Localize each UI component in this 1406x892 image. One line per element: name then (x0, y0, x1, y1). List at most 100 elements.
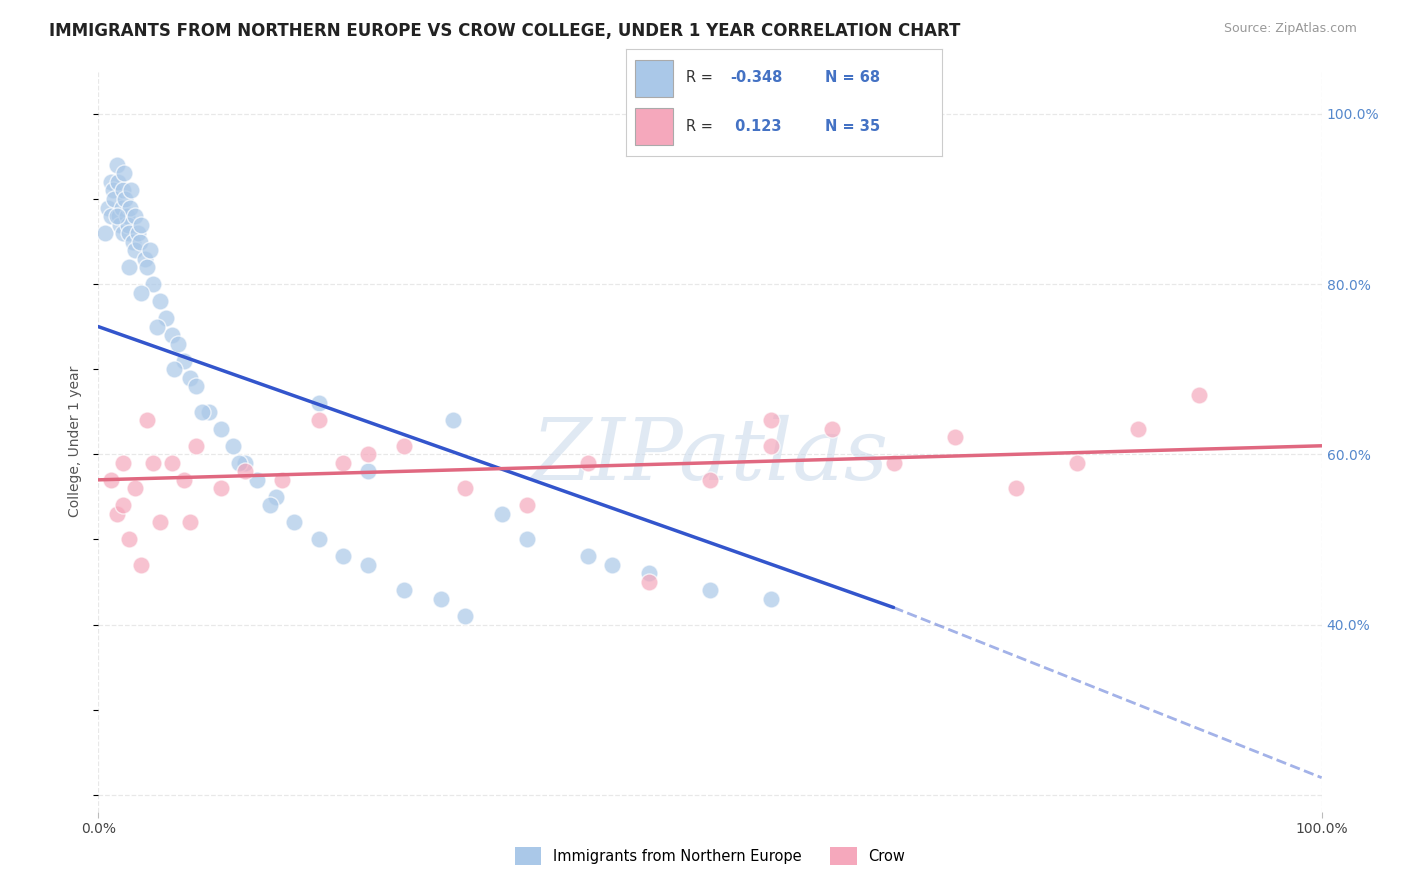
Point (356, 464, 378, 478)
Point (308, 533, 330, 547)
Point (197, 405, 219, 419)
Point (118, 260, 141, 274)
Point (821, 422, 844, 436)
Point (142, 277, 165, 292)
Point (576, 549, 599, 564)
Point (600, 558, 623, 572)
Point (191, 405, 214, 419)
Point (100, 209, 122, 223)
Point (111, 456, 134, 470)
Text: Source: ZipAtlas.com: Source: ZipAtlas.com (1223, 22, 1357, 36)
Point (491, 507, 513, 521)
Point (146, 319, 169, 334)
Point (112, 166, 135, 180)
Point (103, 192, 125, 206)
Point (124, 243, 146, 257)
Point (186, 439, 208, 453)
Text: N = 68: N = 68 (825, 70, 880, 86)
Point (516, 533, 538, 547)
Point (129, 285, 152, 300)
Point (761, 413, 783, 427)
Point (118, 226, 141, 240)
Text: ZIPatlas: ZIPatlas (531, 415, 889, 498)
Point (761, 439, 783, 453)
Point (1188, 388, 1211, 402)
Point (142, 456, 165, 470)
Point (259, 499, 281, 513)
Point (233, 464, 256, 478)
Point (883, 456, 905, 470)
Text: R =: R = (686, 119, 717, 134)
Point (105, 158, 128, 172)
Bar (636, 60, 673, 97)
Point (222, 439, 245, 453)
Point (127, 226, 149, 240)
Point (108, 209, 131, 223)
Text: R =: R = (686, 70, 717, 86)
Point (115, 209, 138, 223)
Point (430, 591, 453, 606)
Point (111, 499, 134, 513)
Point (114, 192, 136, 206)
Point (136, 260, 159, 274)
Point (105, 209, 128, 223)
Text: -0.348: -0.348 (730, 70, 783, 86)
Point (110, 218, 132, 232)
Point (121, 235, 143, 249)
Point (186, 379, 208, 393)
Point (160, 328, 183, 343)
Point (308, 396, 330, 410)
Point (167, 336, 190, 351)
Point (97, 201, 120, 215)
Point (117, 218, 139, 232)
Point (270, 473, 294, 487)
Point (179, 370, 201, 384)
Point (107, 175, 129, 189)
Point (163, 362, 186, 376)
Point (332, 549, 354, 564)
Point (93, 226, 115, 240)
Point (173, 353, 195, 368)
Point (139, 243, 162, 257)
Point (637, 566, 661, 581)
Point (134, 252, 156, 266)
Point (101, 184, 124, 198)
Point (356, 558, 378, 572)
Point (100, 175, 122, 189)
Point (356, 447, 378, 461)
Point (637, 574, 661, 589)
Point (246, 473, 269, 487)
Point (209, 481, 232, 495)
Point (118, 533, 141, 547)
Point (100, 473, 122, 487)
Point (173, 473, 195, 487)
Point (111, 184, 134, 198)
Legend: Immigrants from Northern Europe, Crow: Immigrants from Northern Europe, Crow (509, 842, 911, 871)
Point (761, 591, 783, 606)
Point (124, 481, 146, 495)
Point (149, 516, 172, 530)
Point (943, 430, 966, 444)
Point (283, 516, 305, 530)
Point (454, 481, 477, 495)
Point (160, 456, 183, 470)
Point (392, 439, 416, 453)
Text: IMMIGRANTS FROM NORTHERN EUROPE VS CROW COLLEGE, UNDER 1 YEAR CORRELATION CHART: IMMIGRANTS FROM NORTHERN EUROPE VS CROW … (49, 22, 960, 40)
Bar (636, 108, 673, 145)
Point (332, 456, 354, 470)
Point (576, 456, 599, 470)
Point (454, 609, 477, 624)
Point (1066, 456, 1088, 470)
Point (124, 209, 146, 223)
Point (516, 499, 538, 513)
Point (111, 226, 134, 240)
Point (233, 456, 256, 470)
Point (699, 473, 721, 487)
Point (149, 294, 172, 309)
Point (392, 583, 416, 598)
Point (155, 311, 177, 326)
Point (228, 456, 250, 470)
Point (111, 201, 134, 215)
Point (129, 218, 152, 232)
Point (308, 413, 330, 427)
